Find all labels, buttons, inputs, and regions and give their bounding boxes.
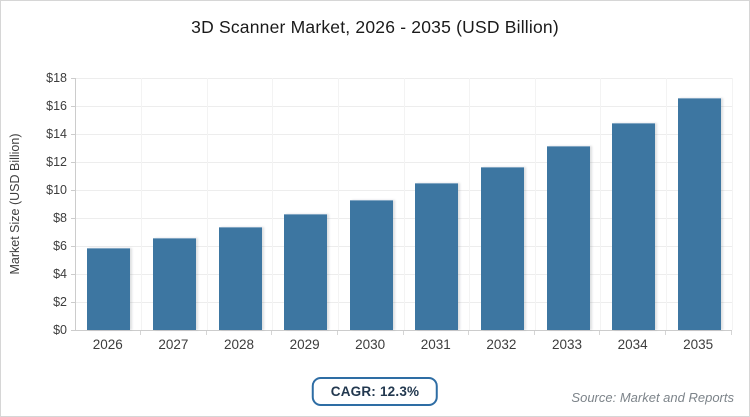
y-tick-label: $16 xyxy=(46,99,67,113)
y-tick-mark xyxy=(71,217,75,219)
x-tick-mark xyxy=(336,331,338,335)
bar-2026 xyxy=(87,247,131,330)
y-tick-label: $0 xyxy=(53,323,67,337)
gridline-vertical xyxy=(337,78,339,330)
x-tick-label-2034: 2034 xyxy=(617,337,648,352)
bar-2035 xyxy=(677,98,721,330)
x-tick-label-2029: 2029 xyxy=(289,337,320,352)
bar-2033 xyxy=(546,145,590,330)
gridline-vertical xyxy=(403,78,405,330)
y-tick-mark xyxy=(71,133,75,135)
x-tick-mark xyxy=(468,331,470,335)
x-tick-label-2026: 2026 xyxy=(92,337,123,352)
x-tick-label-2030: 2030 xyxy=(355,337,386,352)
y-tick-label: $10 xyxy=(46,183,67,197)
bar-2027 xyxy=(152,238,196,330)
y-tick-label: $14 xyxy=(46,127,67,141)
y-tick-mark xyxy=(71,273,75,275)
y-tick-label: $8 xyxy=(53,211,67,225)
y-tick-label: $12 xyxy=(46,155,67,169)
x-tick-label-2032: 2032 xyxy=(486,337,517,352)
y-tick-mark xyxy=(71,189,75,191)
y-tick-label: $2 xyxy=(53,295,67,309)
gridline-vertical xyxy=(731,78,733,330)
bar-2032 xyxy=(480,166,524,330)
chart-title: 3D Scanner Market, 2026 - 2035 (USD Bill… xyxy=(191,17,559,37)
x-tick-label-2027: 2027 xyxy=(158,337,189,352)
x-tick-mark xyxy=(205,331,207,335)
x-tick-label-2028: 2028 xyxy=(223,337,255,352)
y-tick-mark xyxy=(71,161,75,163)
gridline-vertical xyxy=(141,78,143,330)
plot-area xyxy=(75,77,733,331)
gridline-vertical xyxy=(665,78,667,330)
bar-2030 xyxy=(349,200,393,330)
cagr-badge: CAGR: 12.3% xyxy=(311,377,439,406)
gridline-vertical xyxy=(534,78,536,330)
x-tick-mark xyxy=(402,331,404,335)
y-tick-label: $18 xyxy=(46,71,67,85)
x-tick-mark xyxy=(664,331,666,335)
y-tick-mark xyxy=(71,329,75,331)
x-tick-mark xyxy=(730,331,732,335)
gridline-vertical xyxy=(469,78,471,330)
x-tick-mark xyxy=(140,331,142,335)
bar-2028 xyxy=(218,226,262,330)
bar-2031 xyxy=(415,183,459,330)
y-tick-mark xyxy=(71,245,75,247)
y-tick-label: $6 xyxy=(53,239,67,253)
x-tick-label-2031: 2031 xyxy=(420,337,451,352)
x-tick-mark xyxy=(533,331,535,335)
gridline-vertical xyxy=(206,78,208,330)
bar-2034 xyxy=(612,123,656,330)
y-tick-mark xyxy=(71,105,75,107)
x-tick-mark xyxy=(271,331,273,335)
y-tick-mark xyxy=(71,301,75,303)
x-tick-label-2033: 2033 xyxy=(551,337,583,352)
source-credit: Source: Market and Reports xyxy=(571,390,734,405)
y-tick-mark xyxy=(71,77,75,79)
gridline-vertical xyxy=(600,78,602,330)
x-tick-label-2035: 2035 xyxy=(683,337,714,352)
y-tick-label: $4 xyxy=(53,267,67,281)
x-tick-mark xyxy=(599,331,601,335)
bar-2029 xyxy=(284,214,328,330)
gridline-vertical xyxy=(272,78,274,330)
